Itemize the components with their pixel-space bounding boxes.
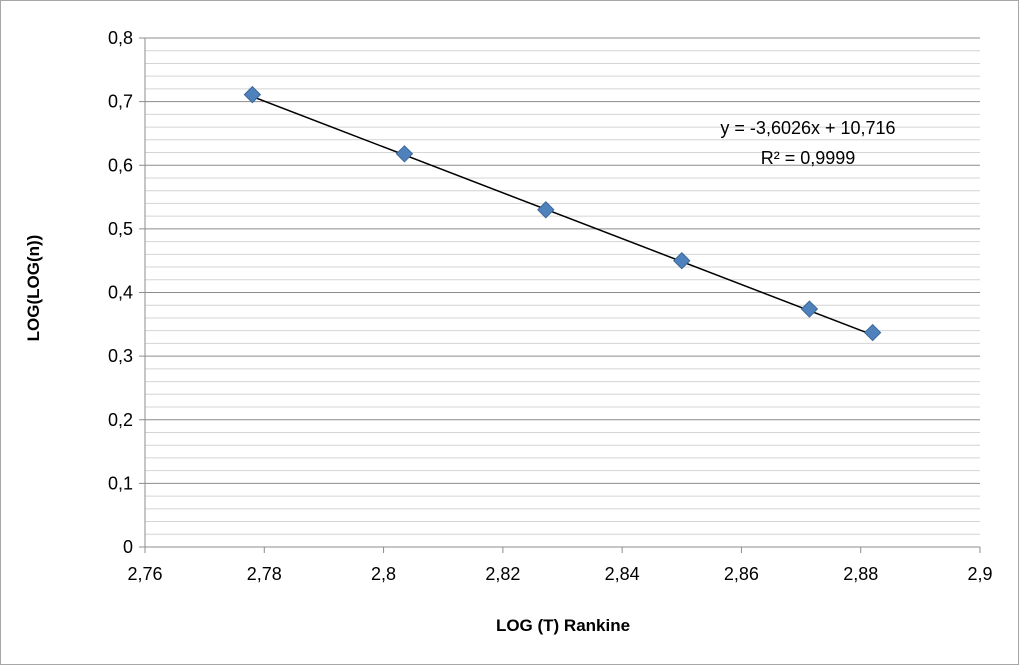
- y-tick-label: 0,2: [108, 410, 133, 430]
- x-tick-label: 2,9: [967, 564, 992, 584]
- data-points: [243, 85, 882, 342]
- y-tick-label: 0,6: [108, 155, 133, 175]
- y-tick-label: 0,8: [108, 28, 133, 48]
- data-point: [800, 300, 819, 318]
- data-point: [863, 323, 882, 342]
- y-tick-label: 0,4: [108, 283, 133, 303]
- y-axis-title: LOG(LOG(n)): [24, 235, 43, 342]
- x-tick-label: 2,76: [127, 564, 162, 584]
- x-tick-label: 2,88: [843, 564, 878, 584]
- trendline-line: [252, 95, 873, 336]
- y-tick-label: 0,7: [108, 92, 133, 112]
- trendline: [252, 95, 873, 336]
- x-tick-label: 2,82: [485, 564, 520, 584]
- data-point: [537, 201, 555, 219]
- x-tick-label: 2,86: [724, 564, 759, 584]
- axes: [139, 37, 981, 553]
- data-point: [395, 145, 414, 163]
- trendline-equation: y = -3,6026x + 10,716: [720, 118, 895, 138]
- data-point: [673, 251, 691, 270]
- y-tick-label: 0,5: [108, 219, 133, 239]
- y-tick-label: 0,1: [108, 473, 133, 493]
- x-axis-title: LOG (T) Rankine: [496, 616, 630, 635]
- y-tick-label: 0,3: [108, 346, 133, 366]
- data-point: [243, 85, 262, 104]
- trendline-r-squared: R² = 0,9999: [761, 148, 856, 168]
- y-tick-label: 0: [123, 537, 133, 557]
- x-tick-label: 2,8: [371, 564, 396, 584]
- x-tick-label: 2,84: [605, 564, 640, 584]
- tick-labels: 0 0,1 0,2 0,3 0,4 0,5 0,6 0,7 0,8 2,76 2,78 2,8 2,82…: [108, 28, 993, 584]
- x-tick-label: 2,78: [247, 564, 282, 584]
- gridlines: [145, 37, 980, 535]
